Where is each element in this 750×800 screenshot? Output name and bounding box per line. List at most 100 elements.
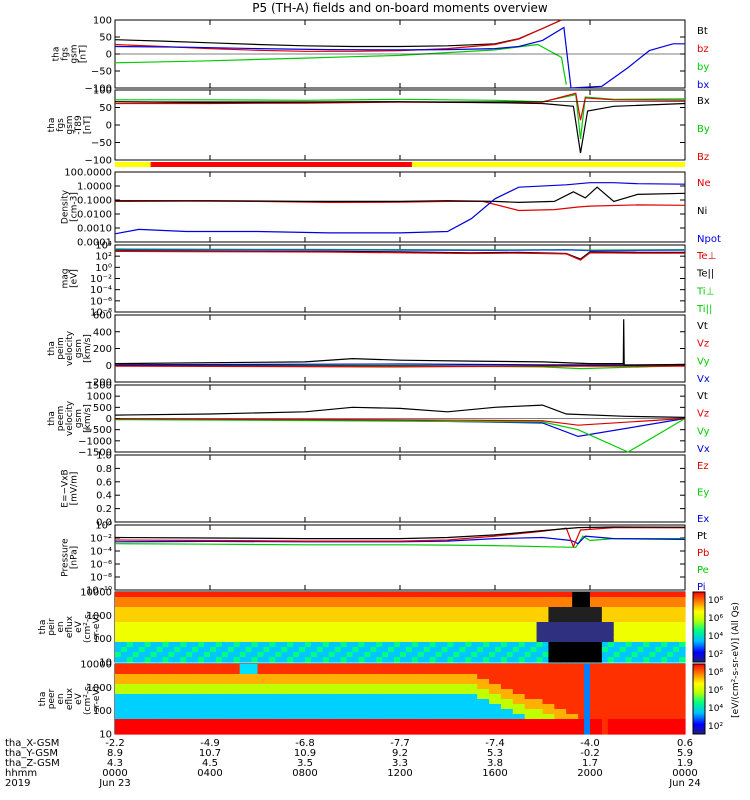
spectrogram-cell bbox=[453, 724, 460, 730]
spectrogram-cell bbox=[423, 622, 431, 628]
spectrogram-cell bbox=[287, 689, 294, 695]
spectrogram-cell bbox=[578, 729, 585, 735]
spectrogram-cell bbox=[358, 669, 365, 675]
spectrogram-cell bbox=[518, 694, 526, 700]
spectrogram-cell bbox=[566, 684, 573, 690]
spectrogram-cell bbox=[192, 679, 199, 685]
spectrogram-cell bbox=[619, 689, 627, 695]
spectrogram-cell bbox=[655, 714, 662, 720]
spectrogram-cell bbox=[447, 699, 455, 705]
spectrogram-cell bbox=[459, 684, 466, 690]
spectrogram-cell bbox=[281, 714, 288, 720]
spectrogram-cell bbox=[251, 617, 259, 623]
spectrogram-cell bbox=[619, 674, 627, 680]
spectrogram-cell bbox=[376, 699, 383, 705]
spectrogram-cell bbox=[471, 657, 478, 663]
spectrogram-cell bbox=[619, 669, 627, 675]
spectrogram-cell bbox=[542, 729, 550, 735]
spectrogram-cell bbox=[625, 612, 633, 618]
spectrogram-cell bbox=[578, 602, 585, 608]
spectrogram-cell bbox=[613, 674, 621, 680]
spectrogram-cell bbox=[316, 622, 324, 628]
spectrogram-cell bbox=[631, 719, 639, 725]
spectrogram-cell bbox=[150, 704, 158, 710]
spectrogram-cell bbox=[400, 689, 407, 695]
spectrogram-cell bbox=[459, 674, 466, 680]
spectrogram-cell bbox=[364, 632, 371, 638]
spectrogram-cell bbox=[358, 724, 365, 730]
spectrogram-cell bbox=[631, 632, 639, 638]
spectrogram-cell bbox=[459, 669, 466, 675]
spectrogram-cell bbox=[590, 597, 597, 603]
spectrogram-cell bbox=[679, 657, 686, 663]
spectrogram-cell bbox=[400, 632, 407, 638]
spectrogram-cell bbox=[459, 724, 466, 730]
spectrogram-cell bbox=[453, 729, 460, 735]
spectrogram-cell bbox=[560, 689, 567, 695]
spectrogram-cell bbox=[251, 592, 259, 598]
spectrogram-cell bbox=[459, 664, 466, 670]
spectrogram-cell bbox=[293, 689, 300, 695]
spectrogram-cell bbox=[637, 704, 645, 710]
panel-frame bbox=[114, 524, 686, 591]
spectrogram-cell bbox=[352, 709, 360, 715]
spectrogram-cell bbox=[192, 709, 199, 715]
spectrogram-cell bbox=[370, 642, 377, 648]
spectrogram-cell bbox=[554, 607, 561, 613]
spectrogram-cell bbox=[595, 627, 603, 633]
spectrogram-cell bbox=[619, 607, 627, 613]
spectrogram-cell bbox=[299, 699, 306, 705]
spectrogram-cell bbox=[453, 612, 460, 618]
spectrogram-cell bbox=[595, 719, 603, 725]
spectrogram-cell bbox=[613, 694, 621, 700]
spectrogram-cell bbox=[138, 679, 146, 685]
spectrogram-cell bbox=[310, 637, 318, 643]
spectrogram-cell bbox=[221, 664, 229, 670]
spectrogram-cell bbox=[512, 592, 520, 598]
y-axis-label: fgs bbox=[56, 118, 66, 132]
spectrogram-cell bbox=[269, 642, 276, 648]
spectrogram-cell bbox=[489, 592, 496, 598]
spectrogram-cell bbox=[215, 607, 223, 613]
spectrogram-cell bbox=[524, 704, 532, 710]
spectrogram-cell bbox=[530, 674, 538, 680]
spectrogram-cell bbox=[382, 664, 389, 670]
spectrogram-cell bbox=[340, 679, 348, 685]
spectrogram-cell bbox=[340, 642, 348, 648]
spectrogram-cell bbox=[400, 612, 407, 618]
spectrogram-cell bbox=[548, 679, 555, 685]
spectrogram-cell bbox=[180, 714, 187, 720]
spectrogram-cell bbox=[340, 694, 348, 700]
spectrogram-cell bbox=[132, 622, 140, 628]
spectrogram-cell bbox=[679, 674, 686, 680]
spectrogram-cell bbox=[198, 704, 205, 710]
spectrogram-cell bbox=[518, 699, 526, 705]
spectrogram-cell bbox=[441, 597, 449, 603]
spectrogram-cell bbox=[655, 612, 662, 618]
spectrogram-cell bbox=[281, 709, 288, 715]
spectrogram-cell bbox=[227, 719, 235, 725]
spectrogram-cell bbox=[245, 642, 253, 648]
spectrogram-cell bbox=[281, 642, 288, 648]
legend-entry: Vx bbox=[697, 444, 710, 455]
spectrogram-cell bbox=[210, 647, 217, 653]
spectrogram-cell bbox=[352, 719, 360, 725]
spectrogram-cell bbox=[512, 719, 520, 725]
spectrogram-cell bbox=[530, 679, 538, 685]
spectrogram-cell bbox=[673, 704, 680, 710]
spectrogram-cell bbox=[358, 607, 365, 613]
spectrogram-cell bbox=[245, 704, 253, 710]
spectrogram-cell bbox=[322, 632, 330, 638]
spectrogram-cell bbox=[619, 664, 627, 670]
spectrogram-cell bbox=[447, 729, 455, 735]
y-axis-label: [eV] bbox=[70, 269, 80, 288]
spectrogram-cell bbox=[459, 694, 466, 700]
spectrogram-cell bbox=[198, 684, 205, 690]
spectrogram-cell bbox=[471, 652, 478, 658]
orbit-value: -7.7 bbox=[390, 738, 410, 749]
spectrogram-cell bbox=[465, 674, 472, 680]
spectrogram-cell bbox=[584, 664, 591, 670]
spectrogram-cell bbox=[281, 724, 288, 730]
spectrogram-cell bbox=[673, 694, 680, 700]
spectrogram-cell bbox=[489, 627, 496, 633]
